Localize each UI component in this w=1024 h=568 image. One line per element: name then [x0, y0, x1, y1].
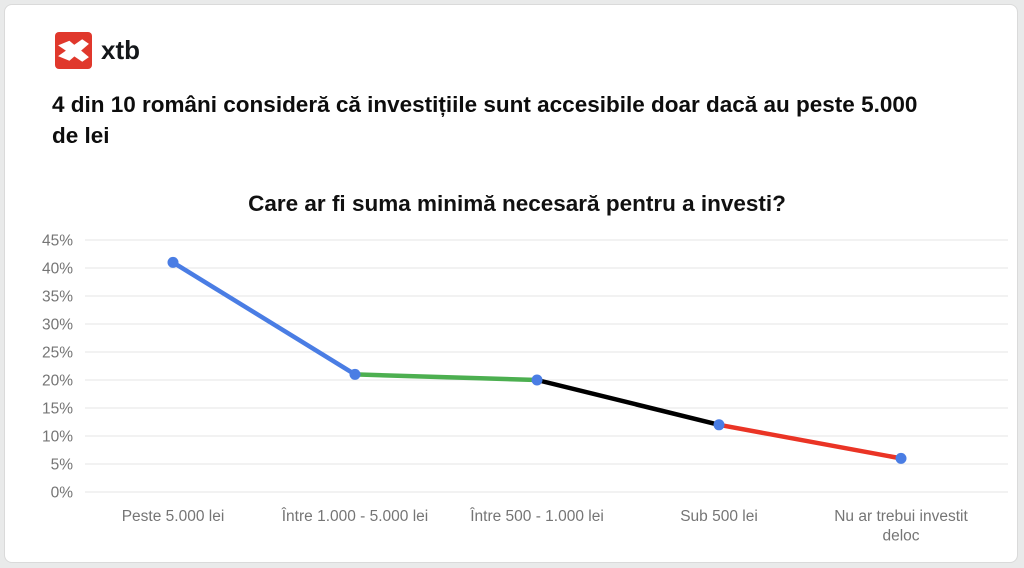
- line-segment: [536, 377, 720, 427]
- xtb-logo-text: xtb: [101, 35, 140, 65]
- y-tick-label: 10%: [42, 429, 73, 446]
- y-tick-label: 25%: [42, 345, 73, 362]
- line-segment: [354, 372, 538, 383]
- x-axis-label: Între 500 - 1.000 lei: [469, 508, 604, 525]
- y-tick-label: 30%: [42, 317, 73, 334]
- chart-title: Care ar fi suma minimă necesară pentru a…: [248, 191, 786, 216]
- data-point: [895, 452, 907, 464]
- data-point: [349, 368, 361, 380]
- x-axis-label: Sub 500 lei: [680, 508, 758, 525]
- headline: 4 din 10 români consideră că investițiil…: [52, 92, 918, 148]
- xtb-logo-icon: [55, 32, 92, 69]
- data-point: [713, 419, 725, 431]
- y-tick-label: 15%: [42, 401, 73, 418]
- y-tick-label: 45%: [42, 233, 73, 250]
- data-point: [531, 374, 543, 386]
- y-tick-label: 40%: [42, 261, 73, 278]
- data-point: [167, 256, 179, 268]
- line-chart-svg: 0% 5% 10% 15% 20% 25% 30% 35% 40% 45% Peste 5.000 …: [42, 233, 1008, 545]
- line-segment: [171, 260, 357, 377]
- x-axis-label: Între 1.000 - 5.000 lei: [281, 508, 429, 525]
- slide-card: xtb 4 din 10 români consideră că investi…: [4, 4, 1018, 563]
- xtb-logo: xtb: [55, 32, 140, 69]
- y-tick-label: 0%: [51, 485, 74, 502]
- x-axis-label: Peste 5.000 lei: [122, 508, 225, 525]
- y-tick-label: 35%: [42, 289, 73, 306]
- y-tick-label: 20%: [42, 373, 73, 390]
- x-axis-label: Nu ar trebui investit: [834, 508, 968, 525]
- line-segment: [718, 422, 902, 461]
- y-tick-label: 5%: [51, 457, 74, 474]
- line-chart: 0% 5% 10% 15% 20% 25% 30% 35% 40% 45% Peste 5.000 …: [5, 228, 1017, 562]
- x-axis-label: deloc: [882, 528, 919, 545]
